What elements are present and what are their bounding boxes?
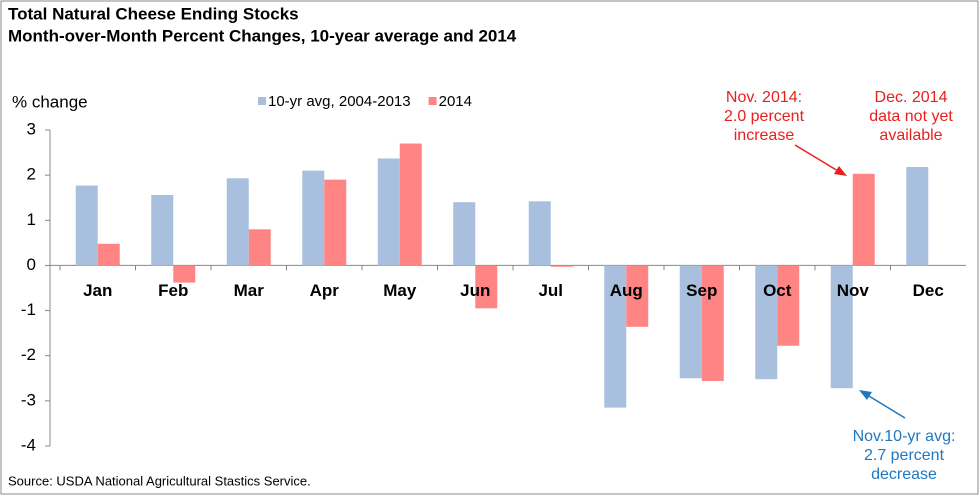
- bar: [777, 265, 800, 346]
- bar: [830, 265, 853, 389]
- bar: [377, 158, 400, 266]
- x-tick-label: Apr: [310, 281, 340, 300]
- annotation: decrease: [871, 466, 937, 483]
- annotation: available: [879, 127, 942, 144]
- bar: [679, 265, 702, 379]
- annotation: 2.7 percent: [864, 447, 945, 464]
- bar: [906, 167, 929, 266]
- bar: [248, 229, 271, 266]
- bar: [302, 170, 325, 266]
- bar: [701, 265, 724, 381]
- source: Source: USDA National Agricultural Stast…: [8, 473, 311, 488]
- arrow-head: [834, 166, 847, 176]
- bar: [475, 265, 498, 309]
- x-tick-label: Oct: [763, 281, 792, 300]
- x-tick-label: Feb: [158, 281, 188, 300]
- legend-label: 2014: [439, 93, 472, 110]
- x-tick-label: Jan: [83, 281, 112, 300]
- bar: [399, 143, 422, 266]
- y-tick-label: 1: [27, 210, 36, 229]
- annotation: increase: [734, 127, 795, 144]
- x-tick-label: Dec: [913, 281, 944, 300]
- annotation: Nov.10-yr avg:: [853, 428, 956, 445]
- arrow: [863, 392, 906, 419]
- x-tick-label: Aug: [610, 281, 643, 300]
- bar: [528, 201, 551, 266]
- x-tick-label: Jun: [460, 281, 490, 300]
- chart-title: Total Natural Cheese Ending Stocks: [8, 4, 299, 23]
- bar: [453, 202, 476, 266]
- annotation: 2.0 percent: [724, 108, 805, 125]
- bar: [626, 265, 649, 327]
- y-axis-label: % change: [12, 92, 88, 111]
- bar: [324, 179, 347, 266]
- x-tick-label: May: [383, 281, 417, 300]
- y-tick-label: -3: [21, 390, 36, 409]
- legend-label: 10-yr avg, 2004-2013: [268, 93, 411, 110]
- bar: [852, 173, 875, 266]
- y-tick-label: -2: [21, 345, 36, 364]
- y-tick-label: 0: [27, 255, 36, 274]
- legend-swatch: [258, 97, 266, 105]
- bar: [755, 265, 778, 380]
- annotation: Dec. 2014: [875, 89, 948, 106]
- bar: [151, 195, 174, 266]
- x-tick-label: Mar: [234, 281, 265, 300]
- y-tick-label: -4: [21, 435, 36, 454]
- bar: [97, 243, 120, 266]
- chart-title: Month-over-Month Percent Changes, 10-yea…: [8, 26, 517, 45]
- bar: [550, 265, 573, 267]
- legend-swatch: [428, 97, 437, 105]
- bar: [75, 185, 98, 266]
- y-tick-label: 2: [27, 165, 36, 184]
- x-tick-label: Sep: [686, 281, 717, 300]
- arrow: [794, 144, 844, 175]
- bar: [173, 265, 196, 283]
- annotation: data not yet: [869, 108, 953, 125]
- bar: [604, 265, 627, 408]
- x-tick-label: Jul: [538, 281, 563, 300]
- y-tick-label: -1: [21, 300, 36, 319]
- arrow-head: [859, 390, 872, 400]
- x-tick-label: Nov: [837, 281, 870, 300]
- annotation: Nov. 2014:: [726, 89, 802, 106]
- y-tick-label: 3: [27, 119, 36, 138]
- bar: [226, 178, 249, 266]
